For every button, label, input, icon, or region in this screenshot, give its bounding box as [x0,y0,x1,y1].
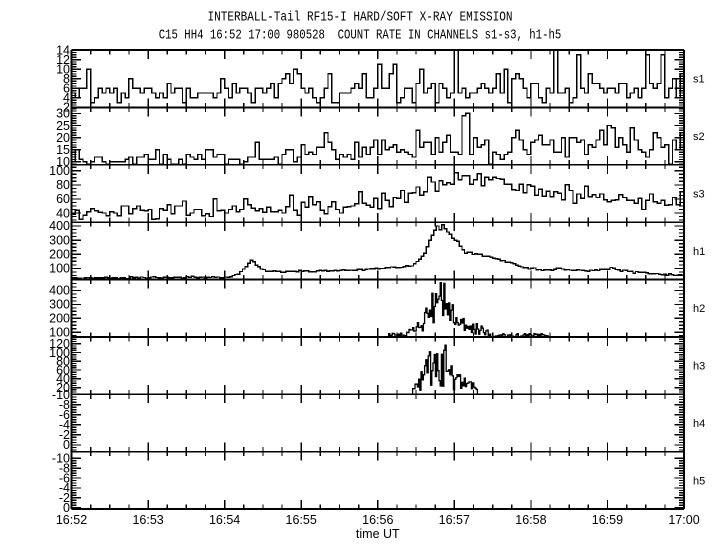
svg-text:h1: h1 [693,246,705,258]
svg-text:-6: -6 [59,471,70,485]
svg-text:10: 10 [56,155,70,169]
svg-text:-10: -10 [52,452,70,466]
svg-text:s3: s3 [693,188,705,200]
svg-text:25: 25 [56,119,70,133]
svg-text:16:57: 16:57 [439,513,470,527]
svg-text:-2: -2 [59,491,70,505]
svg-text:16:58: 16:58 [515,513,546,527]
svg-text:0: 0 [63,438,70,452]
svg-text:-4: -4 [59,418,70,432]
svg-text:300: 300 [49,233,70,247]
svg-text:16:55: 16:55 [286,513,317,527]
svg-text:400: 400 [49,284,70,298]
svg-text:100: 100 [49,326,70,340]
svg-text:16:54: 16:54 [209,513,240,527]
svg-text:300: 300 [49,298,70,312]
svg-text:s1: s1 [693,74,705,86]
svg-text:16:59: 16:59 [592,513,623,527]
svg-text:6: 6 [63,82,70,96]
svg-text:100: 100 [49,346,70,360]
svg-text:h5: h5 [693,475,705,487]
svg-text:40: 40 [56,206,70,220]
svg-text:100: 100 [49,164,70,178]
svg-text:h4: h4 [693,418,705,430]
svg-text:C15 HH4 16:52 17:00 980528 CO: C15 HH4 16:52 17:00 980528 COUNT RATE IN… [159,28,562,44]
svg-text:17:00: 17:00 [668,513,699,527]
svg-text:20: 20 [56,381,70,395]
svg-text:30: 30 [56,107,70,121]
svg-text:time UT: time UT [356,527,400,541]
svg-text:60: 60 [56,363,70,377]
svg-text:-8: -8 [59,398,70,412]
svg-text:10: 10 [56,62,70,76]
svg-text:-4: -4 [59,481,70,495]
svg-text:h2: h2 [693,303,705,315]
svg-text:0: 0 [63,501,70,515]
svg-text:15: 15 [56,143,70,157]
svg-text:120: 120 [49,337,70,351]
svg-text:-10: -10 [52,388,70,402]
svg-text:h3: h3 [693,361,705,373]
svg-text:400: 400 [49,219,70,233]
svg-text:12: 12 [56,53,70,67]
svg-text:200: 200 [49,312,70,326]
svg-text:16:53: 16:53 [132,513,163,527]
svg-text:-6: -6 [59,408,70,422]
svg-text:80: 80 [56,178,70,192]
svg-text:4: 4 [63,91,70,105]
svg-text:-8: -8 [59,461,70,475]
svg-text:60: 60 [56,192,70,206]
svg-text:-2: -2 [59,428,70,442]
svg-text:2: 2 [63,101,70,115]
svg-text:INTERBALL-Tail RF15-I HARD/SOF: INTERBALL-Tail RF15-I HARD/SOFT X-RAY EM… [208,10,513,26]
svg-text:40: 40 [56,372,70,386]
svg-text:100: 100 [49,262,70,276]
svg-text:s2: s2 [693,131,705,143]
svg-text:200: 200 [49,248,70,262]
svg-text:14: 14 [56,43,70,57]
svg-text:16:52: 16:52 [56,513,87,527]
svg-text:20: 20 [56,131,70,145]
svg-text:80: 80 [56,355,70,369]
svg-text:16:56: 16:56 [362,513,393,527]
svg-text:8: 8 [63,72,70,86]
